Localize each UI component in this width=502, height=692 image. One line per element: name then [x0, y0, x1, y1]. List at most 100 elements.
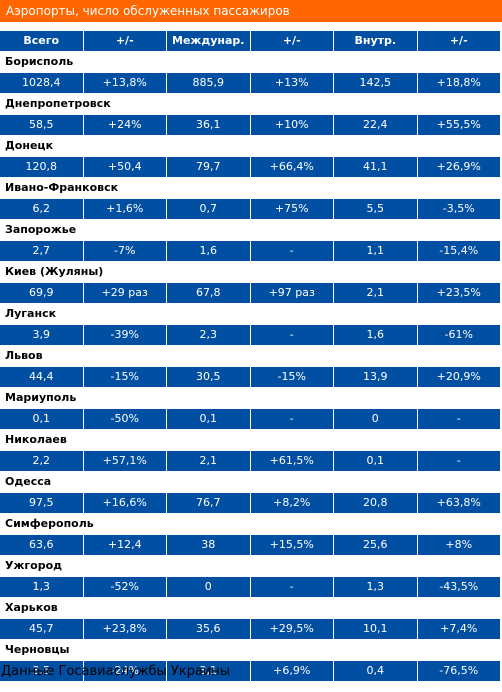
table-cell: -39% [83, 325, 166, 345]
table-cell: +15,5% [250, 535, 333, 555]
table-cell: - [250, 409, 333, 429]
table-cell: 0,4 [334, 661, 417, 681]
table-row: 3,9 -39% 2,3-1,6 -61% [0, 325, 500, 345]
city-label: Черновцы [0, 640, 500, 660]
table-cell: +50,4 [83, 157, 166, 177]
table-cell: +29 раз [83, 283, 166, 303]
table-cell: +7,4% [417, 619, 500, 639]
table-cell: 38 [167, 535, 250, 555]
table-cell: 0,7 [167, 199, 250, 219]
table-cell: - [417, 409, 500, 429]
table-row: 1028,4 +13,8% 885,9 +13% 142,5 +18,8% [0, 73, 500, 93]
table-cell: +26,9% [417, 157, 500, 177]
table-cell: 97,5 [0, 493, 83, 513]
table-cell: 0 [334, 409, 417, 429]
table-cell: 20,8 [334, 493, 417, 513]
table-cell: -52% [83, 577, 166, 597]
table-cell: 22,4 [334, 115, 417, 135]
table-cell: +23,8% [83, 619, 166, 639]
table-cell: 76,7 [167, 493, 250, 513]
city-label: Киев (Жуляны) [0, 262, 500, 282]
city-label: Одесса [0, 472, 500, 492]
table-cell: +29,5% [250, 619, 333, 639]
table-row: 58,5 +24% 36,1 +10% 22,4 +55,5% [0, 115, 500, 135]
table-cell: +63,8% [417, 493, 500, 513]
table-cell: +6,9% [250, 661, 333, 681]
table-cell: +8,2% [250, 493, 333, 513]
table-body: Борисполь 1028,4 +13,8% 885,9 +13% 142,5 +18,8… [0, 52, 500, 681]
header-row: Всего +/- Междунар. +/- Внутр. +/- [0, 31, 500, 51]
table-cell: +13,8% [83, 73, 166, 93]
city-label: Ужгород [0, 556, 500, 576]
table-row: 120,8 +50,4 79,7 +66,4% 41,1 +26,9% [0, 157, 500, 177]
table-cell: 3,9 [0, 325, 83, 345]
table-cell: +13% [250, 73, 333, 93]
table-cell: 0,1 [0, 409, 83, 429]
table-cell: -50% [83, 409, 166, 429]
table-row: 45,7 +23,8% 35,6 +29,5% 10,1 +7,4% [0, 619, 500, 639]
table-cell: 69,9 [0, 283, 83, 303]
table-cell: -15% [83, 367, 166, 387]
table-cell: 2,7 [0, 241, 83, 261]
city-label: Луганск [0, 304, 500, 324]
table-cell: - [417, 451, 500, 471]
table-cell: +24% [83, 115, 166, 135]
table-cell: +18,8% [417, 73, 500, 93]
table-cell: +12,4 [83, 535, 166, 555]
table-row: 69,9 +29 раз 67,8 +97 раз 2,1 +23,5% [0, 283, 500, 303]
header-domestic: Внутр. [334, 31, 417, 51]
table-row: 2,7 -7% 1,6-1,1 -15,4% [0, 241, 500, 261]
table-cell: +61,5% [250, 451, 333, 471]
table-cell: 44,4 [0, 367, 83, 387]
table-cell: +10% [250, 115, 333, 135]
city-label: Запорожье [0, 220, 500, 240]
table-cell: 25,6 [334, 535, 417, 555]
table-cell: -3,5% [417, 199, 500, 219]
header-international-change: +/- [250, 31, 333, 51]
header-international: Междунар. [167, 31, 250, 51]
table-cell: 3,1 [167, 661, 250, 681]
table-cell: 6,2 [0, 199, 83, 219]
city-label: Ивано-Франковск [0, 178, 500, 198]
table-cell: +16,6% [83, 493, 166, 513]
table-cell: 30,5 [167, 367, 250, 387]
city-label: Симферополь [0, 514, 500, 534]
table-cell: 41,1 [334, 157, 417, 177]
table-cell: -43,5% [417, 577, 500, 597]
table-cell: 36,1 [167, 115, 250, 135]
table-cell: -15% [250, 367, 333, 387]
table-row: 6,2 +1,6% 0,7 +75% 5,5 -3,5% [0, 199, 500, 219]
table-cell: 5,5 [334, 199, 417, 219]
table-row: 1,3 -52% 0-1,3 -43,5% [0, 577, 500, 597]
table-cell: 3,5 [0, 661, 83, 681]
table-cell: 2,2 [0, 451, 83, 471]
city-label: Борисполь [0, 52, 500, 72]
table-row: 0,1 -50% 0,1-0- [0, 409, 500, 429]
table-title: Аэропорты, число обслуженных пассажиров [0, 0, 502, 22]
table-cell: 79,7 [167, 157, 250, 177]
table-cell: 120,8 [0, 157, 83, 177]
table-cell: +55,5% [417, 115, 500, 135]
table-cell: 1028,4 [0, 73, 83, 93]
table-cell: 67,8 [167, 283, 250, 303]
table-cell: +23,5% [417, 283, 500, 303]
table-cell: +1,6% [83, 199, 166, 219]
table-cell: 885,9 [167, 73, 250, 93]
table-cell: +57,1% [83, 451, 166, 471]
table-cell: - [250, 325, 333, 345]
header-total-change: +/- [83, 31, 166, 51]
table-row: 44,4 -15% 30,5 -15% 13,9 +20,9% [0, 367, 500, 387]
city-label: Донецк [0, 136, 500, 156]
table-cell: 45,7 [0, 619, 83, 639]
table-cell: 35,6 [167, 619, 250, 639]
table-cell: - [250, 241, 333, 261]
city-label: Харьков [0, 598, 500, 618]
table-cell: +20,9% [417, 367, 500, 387]
table-cell: 1,3 [334, 577, 417, 597]
header-domestic-change: +/- [417, 31, 500, 51]
table-cell: -7% [83, 241, 166, 261]
table-row: 3,5 -24% 3,1 +6,9% 0,4 -76,5% [0, 661, 500, 681]
city-label: Львов [0, 346, 500, 366]
table-cell: 0,1 [167, 409, 250, 429]
table-cell: 1,6 [167, 241, 250, 261]
